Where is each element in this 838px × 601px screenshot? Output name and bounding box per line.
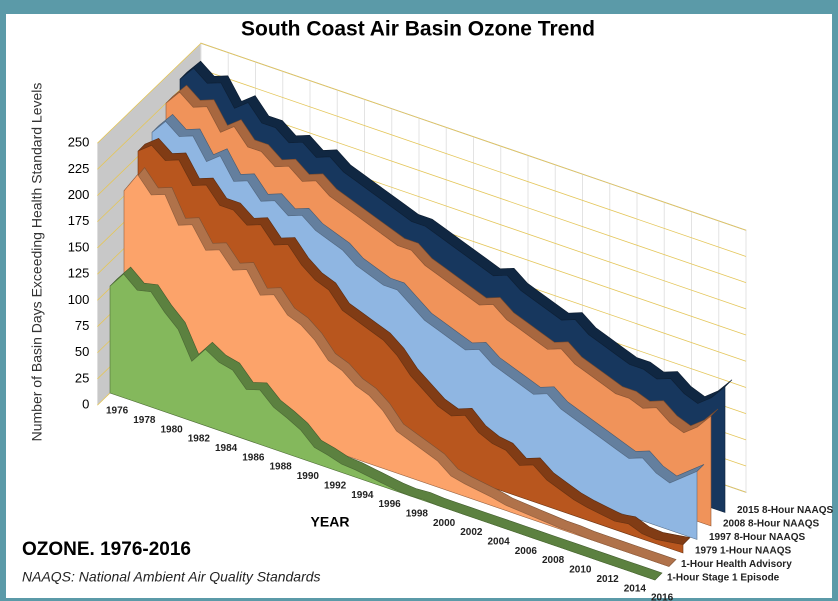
footer-title: OZONE. 1976-2016 <box>22 539 191 560</box>
legend-label: 2008 8-Hour NAAQS <box>723 519 819 530</box>
area <box>137 144 684 554</box>
x-tick-label: 2006 <box>515 546 538 557</box>
x-tick-label: 2014 <box>624 583 647 594</box>
x-tick-label: 1976 <box>106 406 129 417</box>
x-tick-label: 1986 <box>242 452 265 463</box>
x-tick-label: 1998 <box>406 508 429 519</box>
legend-label: 1-Hour Stage 1 Episode <box>667 573 780 584</box>
chart-title: South Coast Air Basin Ozone Trend <box>241 18 595 41</box>
y-tick-label: 200 <box>68 187 90 202</box>
x-tick-label: 1994 <box>351 490 374 501</box>
y-tick-label: 50 <box>75 344 89 359</box>
footer-note: NAAQS: National Ambient Air Quality Stan… <box>22 569 321 585</box>
y-tick-label: 100 <box>68 292 90 307</box>
area <box>109 273 656 581</box>
x-tick-label: 1990 <box>297 471 320 482</box>
legend-label: 1-Hour Health Advisory <box>681 559 792 570</box>
y-tick-label: 175 <box>68 213 90 228</box>
x-tick-label: 1984 <box>215 443 238 454</box>
y-tick-label: 150 <box>68 239 90 254</box>
y-axis-label: Number of Basin Days Exceeding Health St… <box>29 83 45 442</box>
x-tick-label: 1980 <box>161 424 184 435</box>
x-tick-label: 2016 <box>651 593 674 601</box>
x-tick-label: 2008 <box>542 555 565 566</box>
area <box>151 120 698 540</box>
x-axis-label: YEAR <box>311 514 350 530</box>
y-tick-label: 0 <box>82 397 89 412</box>
x-tick-label: 1982 <box>188 434 211 445</box>
legend-label: 1979 1-Hour NAAQS <box>695 546 791 557</box>
x-tick-label: 1996 <box>379 499 402 510</box>
y-tick-label: 250 <box>68 135 90 150</box>
x-tick-label: 2010 <box>569 565 592 576</box>
y-tick-label: 225 <box>68 161 90 176</box>
grid-line <box>97 42 747 231</box>
x-tick-label: 1988 <box>270 462 293 473</box>
x-tick-label: 1978 <box>133 415 156 426</box>
x-tick-label: 2000 <box>433 518 456 529</box>
x-tick-label: 2012 <box>597 574 620 585</box>
y-tick-label: 75 <box>75 318 89 333</box>
x-tick-label: 2004 <box>488 537 511 548</box>
y-tick-label: 125 <box>68 266 90 281</box>
x-tick-label: 2002 <box>460 527 483 538</box>
legend-label: 1997 8-Hour NAAQS <box>709 532 805 543</box>
y-tick-label: 25 <box>75 370 89 385</box>
legend-label: 2015 8-Hour NAAQS <box>737 505 833 516</box>
x-tick-label: 1992 <box>324 480 347 491</box>
